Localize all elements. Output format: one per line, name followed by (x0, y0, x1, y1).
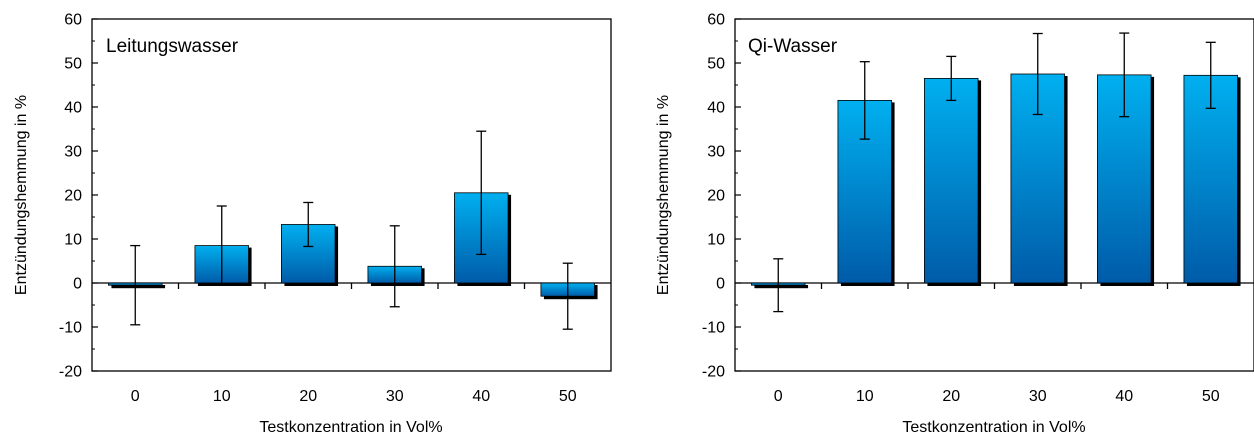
x-tick-label: 30 (1029, 388, 1047, 405)
y-tick-label: 50 (64, 56, 82, 73)
y-tick-label: 60 (707, 12, 725, 29)
bars (92, 130, 611, 330)
y-tick-label: 50 (707, 56, 725, 73)
bar (924, 78, 979, 284)
y-tick-label: 30 (64, 144, 82, 161)
y-tick-label: 40 (707, 100, 725, 117)
y-tick-label: 10 (64, 232, 82, 249)
x-tick-label: 0 (774, 388, 783, 405)
y-tick-label: -20 (59, 364, 82, 381)
y-axis-label: Entzündungshemmung in % (655, 95, 672, 295)
x-tick-label: 20 (299, 388, 317, 405)
x-axis-ticks: 0 10 20 30 40 50 (131, 283, 577, 405)
y-tick-label: -10 (702, 320, 725, 337)
y-axis-ticks: -20 -10 0 10 20 30 40 50 60 (59, 12, 98, 381)
y-tick-label: 0 (716, 276, 725, 293)
x-tick-label: 50 (1202, 388, 1220, 405)
plot-frame (91, 18, 612, 372)
bars (735, 32, 1254, 313)
x-axis-ticks: 0 10 20 30 40 50 (774, 283, 1220, 405)
y-tick-label: 10 (707, 232, 725, 249)
y-tick-label: 30 (707, 144, 725, 161)
y-tick-label: 0 (73, 276, 82, 293)
y-axis-label: Entzündungshemmung in % (13, 95, 30, 295)
y-tick-label: -10 (59, 320, 82, 337)
chart-leitungswasser: Leitungswasser Testkonzentration in Vol%… (13, 12, 612, 436)
x-tick-label: 50 (559, 388, 577, 405)
plot-frame (734, 18, 1254, 372)
x-tick-label: 10 (856, 388, 874, 405)
y-tick-label: 20 (64, 188, 82, 205)
bar-shadow (111, 285, 166, 289)
x-axis-label: Testkonzentration in Vol% (902, 419, 1085, 436)
x-tick-label: 0 (131, 388, 140, 405)
y-axis-ticks: -20 -10 0 10 20 30 40 50 60 (702, 12, 741, 381)
x-tick-label: 40 (1115, 388, 1133, 405)
x-tick-label: 40 (472, 388, 490, 405)
chart-title: Qi-Wasser (748, 36, 838, 57)
bar (1097, 74, 1152, 284)
x-tick-label: 10 (213, 388, 231, 405)
y-tick-label: 60 (64, 12, 82, 29)
y-tick-label: -20 (702, 364, 725, 381)
x-tick-label: 20 (942, 388, 960, 405)
chart-title: Leitungswasser (106, 36, 239, 57)
chart-qi-wasser: Qi-Wasser Testkonzentration in Vol% Entz… (655, 12, 1254, 436)
y-tick-label: 40 (64, 100, 82, 117)
x-axis-label: Testkonzentration in Vol% (259, 419, 442, 436)
bar-shadow (754, 285, 809, 289)
x-tick-label: 30 (386, 388, 404, 405)
y-tick-label: 20 (707, 188, 725, 205)
